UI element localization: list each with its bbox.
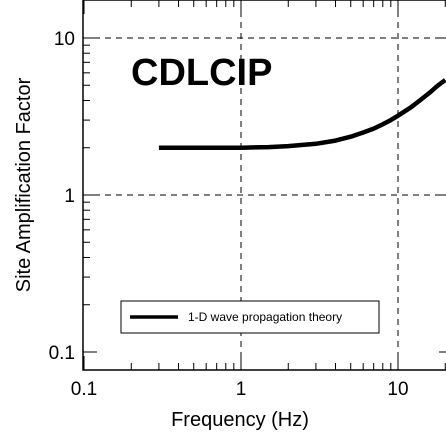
x-tick-label: 1: [236, 379, 247, 400]
y-tick-label: 1: [64, 186, 75, 207]
y-axis-label: Site Amplification Factor: [13, 77, 35, 292]
x-tick-label: 0.1: [71, 379, 97, 400]
y-tick-label: 10: [54, 29, 75, 50]
plot-frame: [82, 0, 446, 371]
axis-ticks: [83, 0, 446, 370]
series-lines: [158, 78, 446, 150]
legend: 1-D wave propagation theory: [120, 300, 380, 334]
x-tick-labels: 0.1 1 10: [71, 379, 409, 400]
chart-title: CDLCIP: [131, 52, 272, 94]
x-axis-label: Frequency (Hz): [171, 409, 309, 431]
y-tick-label: 0.1: [49, 343, 75, 364]
series-line: [158, 78, 446, 150]
legend-label: 1-D wave propagation theory: [188, 310, 342, 324]
x-tick-label: 10: [387, 379, 408, 400]
y-tick-labels: 0.1 1 10: [49, 29, 75, 364]
